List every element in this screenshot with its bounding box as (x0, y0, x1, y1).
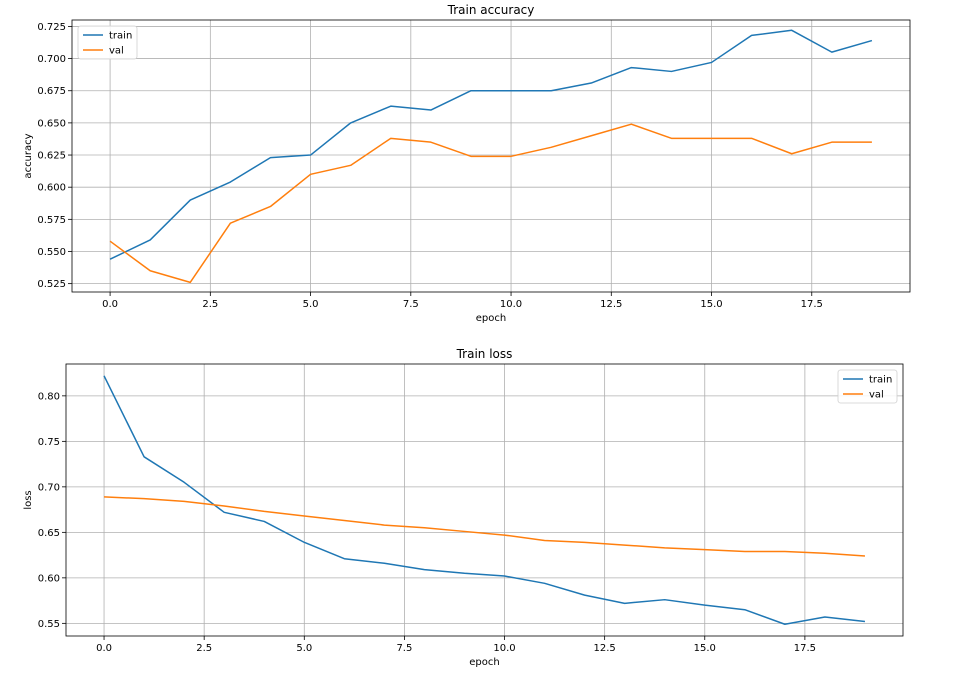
legend-label-train: train (869, 375, 892, 386)
x-tick-label: 5.0 (303, 299, 319, 310)
y-tick-label: 0.625 (37, 151, 66, 162)
y-tick-label: 0.55 (38, 619, 60, 630)
y-tick-label: 0.650 (37, 118, 66, 129)
chart-title: Train loss (456, 347, 513, 361)
y-tick-label: 0.65 (38, 528, 60, 539)
plot-frame (65, 363, 904, 637)
y-tick-label: 0.80 (38, 391, 60, 402)
x-tick-label: 10.0 (500, 299, 522, 310)
y-tick-label: 0.600 (37, 183, 66, 194)
y-tick-label: 0.75 (38, 437, 60, 448)
x-tick-label: 0.0 (96, 643, 112, 654)
series-line-val (109, 123, 872, 284)
x-tick-label: 7.5 (396, 643, 412, 654)
legend-label-train: train (109, 31, 132, 42)
y-axis-label: loss (23, 490, 34, 509)
y-tick-label: 0.700 (37, 54, 66, 65)
plot-frame (71, 19, 911, 293)
y-tick-label: 0.725 (37, 22, 66, 33)
x-tick-label: 17.5 (794, 643, 816, 654)
x-tick-label: 12.5 (594, 643, 616, 654)
x-axis-label: epoch (476, 313, 506, 324)
legend-label-val: val (109, 46, 124, 57)
x-axis-label: epoch (469, 657, 499, 668)
x-tick-label: 10.0 (493, 643, 515, 654)
x-tick-label: 15.0 (694, 643, 716, 654)
legend: train val (77, 25, 138, 60)
legend: train val (837, 369, 898, 404)
x-tick-label: 7.5 (403, 299, 419, 310)
y-tick-label: 0.525 (37, 279, 66, 290)
y-tick-label: 0.70 (38, 482, 60, 493)
y-axis-label: accuracy (23, 133, 34, 178)
x-tick-label: 2.5 (202, 299, 218, 310)
x-tick-label: 12.5 (600, 299, 622, 310)
x-tick-label: 2.5 (196, 643, 212, 654)
x-tick-label: 5.0 (296, 643, 312, 654)
x-tick-label: 17.5 (801, 299, 823, 310)
series-line-train (109, 29, 873, 260)
x-tick-label: 15.0 (700, 299, 722, 310)
series-line-train (103, 375, 866, 626)
y-tick-label: 0.575 (37, 215, 66, 226)
y-tick-label: 0.675 (37, 86, 66, 97)
chart-loss: 0.0 2.5 5.0 7.5 10.0 12.5 15.0 17.5 0.55 0.60 0.65… (23, 347, 904, 668)
chart-title: Train accuracy (447, 3, 535, 17)
series-line-val (104, 496, 866, 557)
legend-label-val: val (869, 390, 884, 401)
y-tick-label: 0.60 (38, 573, 60, 584)
chart-accuracy: 0.0 2.5 5.0 7.5 10.0 12.5 15.0 17.5 0.525 0.550 0.… (23, 3, 911, 324)
y-tick-label: 0.550 (37, 247, 66, 258)
x-tick-label: 0.0 (102, 299, 118, 310)
